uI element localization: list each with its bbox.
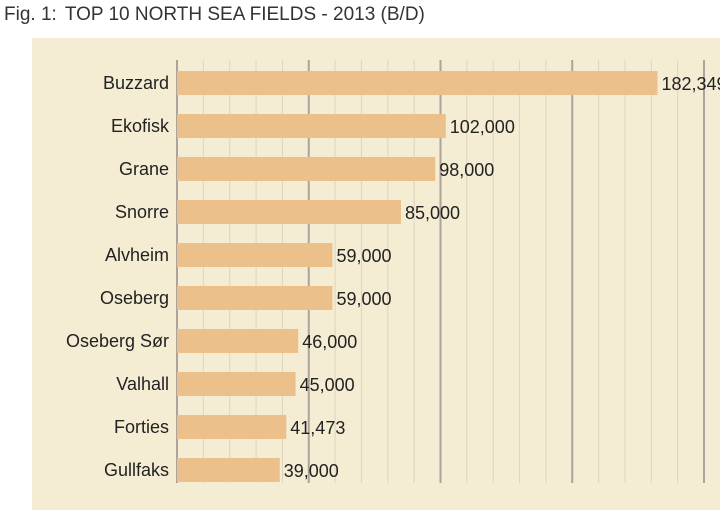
figure-title: Fig. 1: TOP 10 NORTH SEA FIELDS - 2013 (B… [4,4,425,26]
value-label: 102,000 [450,117,515,137]
bar [177,200,401,224]
bar [177,458,280,482]
category-label: Buzzard [103,73,169,93]
chart-background [32,38,720,510]
bar [177,114,446,138]
category-label: Forties [114,417,169,437]
value-label: 45,000 [300,375,355,395]
bar [177,243,333,267]
category-label: Alvheim [105,245,169,265]
category-label: Oseberg Sør [66,331,169,351]
bar [177,157,436,181]
figure-label: Fig. 1: [4,4,57,25]
category-label: Valhall [116,374,169,394]
bar [177,286,333,310]
value-label: 39,000 [284,461,339,481]
value-label: 182,349 [661,74,720,94]
category-label: Gullfaks [104,460,169,480]
bar [177,71,658,95]
bars [177,71,658,482]
category-label: Grane [119,159,169,179]
value-label: 59,000 [336,246,391,266]
bar-chart: Buzzard Ekofisk Grane Snorre Alvheim Oseberg O… [32,38,720,510]
value-label: 59,000 [336,289,391,309]
category-label: Ekofisk [111,116,170,136]
category-label: Snorre [115,202,169,222]
category-label: Oseberg [100,288,169,308]
value-label: 46,000 [302,332,357,352]
bar [177,372,296,396]
value-label: 41,473 [290,418,345,438]
value-label: 85,000 [405,203,460,223]
figure-title-text: TOP 10 NORTH SEA FIELDS - 2013 (B/D) [64,4,425,25]
value-labels: 182,349 102,000 98,000 85,000 59,000 59,000 46… [284,74,720,481]
chart-panel: Buzzard Ekofisk Grane Snorre Alvheim Oseberg O… [32,38,720,510]
value-label: 98,000 [439,160,494,180]
bar [177,415,287,439]
category-labels: Buzzard Ekofisk Grane Snorre Alvheim Oseberg O… [66,73,170,480]
bar [177,329,299,353]
